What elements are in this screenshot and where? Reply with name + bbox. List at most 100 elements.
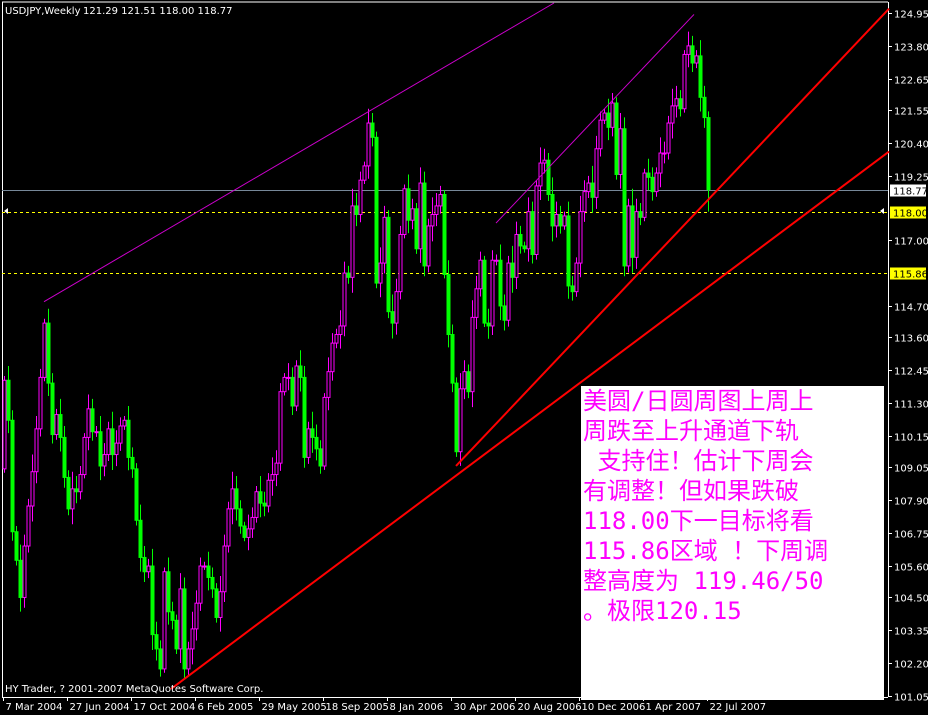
candle [66, 470, 71, 516]
candle [506, 255, 511, 327]
candle-body [442, 193, 447, 276]
candle [290, 367, 295, 415]
candle-body [626, 205, 631, 267]
candle [170, 601, 175, 630]
candle-body [170, 611, 175, 621]
candle [466, 364, 471, 399]
candle-body [694, 55, 699, 64]
candle-body [54, 414, 59, 436]
candle [458, 373, 463, 466]
candle [190, 611, 195, 665]
price-tick-label: 117.00 [894, 237, 928, 248]
candle [334, 328, 339, 349]
candle [514, 221, 519, 289]
candle-body [254, 491, 259, 518]
candle-body [282, 376, 287, 393]
candle [630, 188, 635, 273]
candle [658, 137, 663, 188]
candle-body [214, 588, 219, 618]
time-tick-label: 1 Apr 2007 [646, 702, 701, 713]
candle [394, 278, 399, 335]
candle [538, 147, 543, 201]
level-label-bg [890, 184, 926, 197]
candle-body [26, 505, 31, 547]
candle-body [706, 117, 711, 191]
candle-body [106, 428, 111, 456]
candle [302, 365, 307, 468]
candle-body [154, 634, 159, 650]
candle-body [126, 419, 131, 458]
candle [374, 131, 379, 289]
candle-body [430, 213, 435, 227]
candle-body [182, 588, 187, 670]
candle [498, 244, 503, 321]
candle [322, 393, 327, 470]
candle [530, 201, 535, 264]
note-line: 。极限120.15 [583, 597, 742, 625]
candle-body [190, 628, 195, 650]
candle [314, 424, 319, 461]
candle-body [498, 259, 503, 307]
candle [390, 294, 395, 339]
candle [386, 210, 391, 319]
candle [438, 185, 443, 214]
candle [154, 621, 159, 661]
candle-body [222, 545, 227, 593]
candle-body [98, 431, 103, 467]
note-line: 有调整！但如果跌破 [583, 477, 799, 505]
candle-body [42, 322, 47, 378]
candle [546, 153, 551, 201]
candle [478, 251, 483, 297]
candle-body [294, 365, 299, 407]
candle-body [506, 262, 511, 321]
candle-body [238, 508, 243, 527]
candle [582, 180, 587, 222]
candle [162, 567, 167, 673]
candle-body [342, 272, 347, 327]
candle [358, 171, 363, 223]
candle [410, 198, 415, 230]
candle [462, 360, 467, 400]
candle-body [338, 325, 343, 336]
candle-body [114, 442, 119, 456]
candle-body [258, 491, 263, 504]
candle [90, 398, 95, 441]
candle [534, 180, 539, 260]
candle [122, 415, 127, 430]
candle [678, 90, 683, 117]
candle-body [450, 334, 455, 384]
candle-body [662, 152, 667, 155]
candle-body [518, 233, 523, 247]
candle-body [634, 211, 639, 258]
candle-body [678, 98, 683, 110]
analysis-note: 美圆/日圆周图上周上 周跌至上升通道下轨 支持住！估计下周会 有调整！但如果跌破 11… [581, 386, 884, 700]
candle-body [6, 379, 11, 421]
candle [54, 408, 59, 440]
candle [138, 504, 143, 572]
candle-body [310, 428, 315, 438]
price-tick-label: 122.65 [894, 76, 928, 87]
time-tick-label: 29 May 2005 [262, 702, 327, 713]
candle-body [490, 259, 495, 327]
candle [6, 365, 11, 434]
candle-body [74, 488, 79, 493]
candle-body [330, 342, 335, 373]
candle-body [410, 208, 415, 221]
candle-body [246, 528, 251, 538]
candle-body [242, 525, 247, 538]
candle [166, 557, 171, 625]
candle-body [470, 316, 475, 393]
time-tick-label: 17 Oct 2004 [134, 702, 196, 713]
candle [246, 514, 251, 551]
candle [666, 115, 671, 160]
candle-body [402, 188, 407, 235]
candle-body [602, 112, 607, 121]
candle [94, 425, 99, 437]
candle [694, 50, 699, 69]
candle-body [434, 205, 439, 215]
price-tick-label: 107.90 [894, 497, 928, 508]
candle [266, 473, 271, 513]
candle-body [194, 602, 199, 630]
candle [450, 324, 455, 393]
